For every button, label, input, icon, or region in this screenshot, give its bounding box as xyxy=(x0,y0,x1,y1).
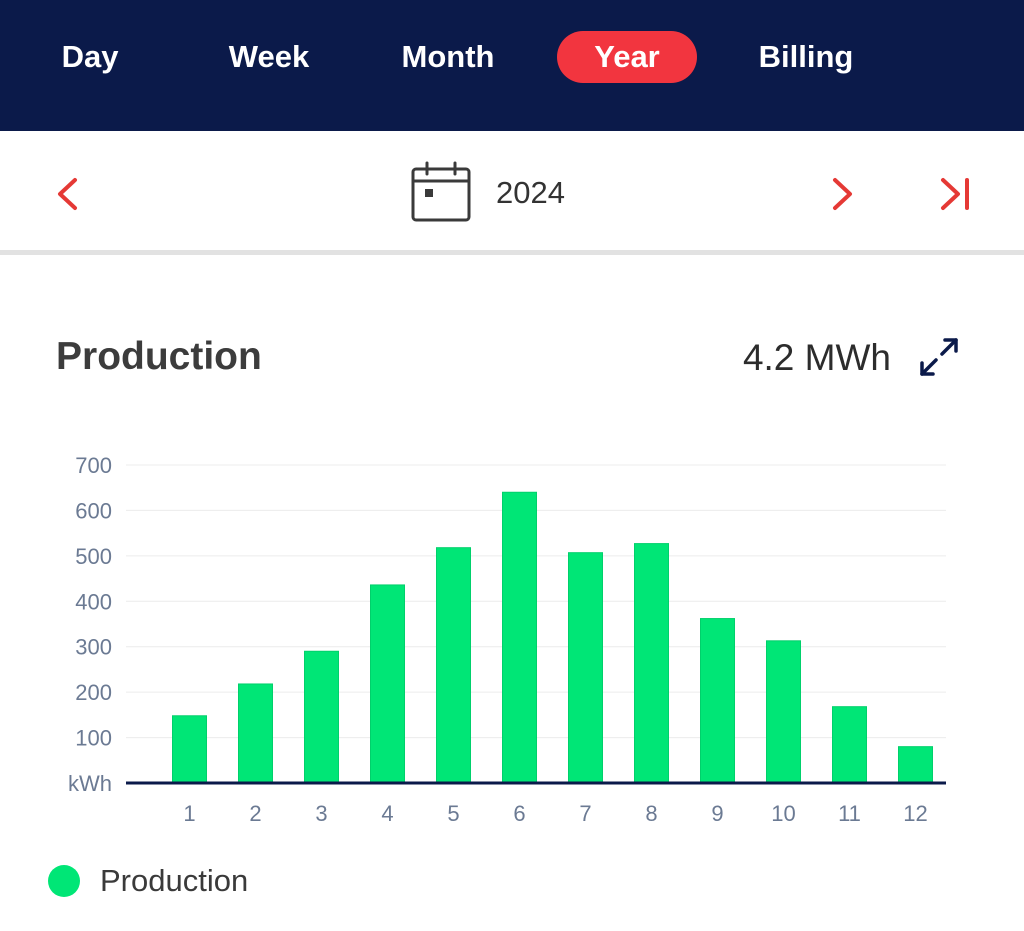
legend-swatch xyxy=(48,865,80,897)
bar-3 xyxy=(304,650,339,784)
chart-legend: Production xyxy=(48,862,248,900)
x-tick-label: 6 xyxy=(513,801,525,826)
tab-billing[interactable]: Billing xyxy=(758,39,854,74)
bar-8 xyxy=(634,543,669,784)
x-tick-label: 9 xyxy=(711,801,723,826)
skip-to-end-icon[interactable] xyxy=(938,177,974,211)
legend-label: Production xyxy=(100,863,249,898)
bar-5 xyxy=(436,547,471,784)
bar-6 xyxy=(502,491,537,784)
x-tick-label: 7 xyxy=(579,801,591,826)
bar-11 xyxy=(832,706,867,784)
bar-2 xyxy=(238,683,273,784)
y-tick-label: 100 xyxy=(75,726,112,751)
bar-7 xyxy=(568,552,603,784)
tab-month[interactable]: Month xyxy=(401,39,495,74)
bar-4 xyxy=(370,584,405,784)
x-tick-label: 10 xyxy=(771,801,795,826)
date-navigator: 2024 xyxy=(0,131,1024,255)
production-total: 4.2 MWh xyxy=(742,337,891,378)
x-tick-label: 12 xyxy=(903,801,927,826)
y-tick-label: 400 xyxy=(75,589,112,614)
tab-year[interactable]: Year xyxy=(557,31,697,83)
x-tick-label: 2 xyxy=(249,801,261,826)
period-tab-bar: Day Week Month Year Billing xyxy=(0,0,1024,131)
y-tick-label: 700 xyxy=(75,453,112,478)
x-tick-label: 8 xyxy=(645,801,657,826)
x-tick-label: 4 xyxy=(381,801,393,826)
x-tick-label: 5 xyxy=(447,801,459,826)
y-tick-label: 300 xyxy=(75,635,112,660)
x-tick-label: 11 xyxy=(838,801,861,826)
y-tick-label: 200 xyxy=(75,680,112,705)
bar-10 xyxy=(766,640,801,784)
bar-12 xyxy=(898,746,933,784)
tab-week[interactable]: Week xyxy=(228,39,310,74)
y-tick-label: 500 xyxy=(75,544,112,569)
card-title: Production xyxy=(56,335,262,378)
expand-icon[interactable] xyxy=(918,336,960,378)
x-tick-label: 1 xyxy=(183,801,195,826)
x-tick-label: 3 xyxy=(315,801,327,826)
chevron-right-icon[interactable] xyxy=(830,177,856,211)
chevron-left-icon[interactable] xyxy=(54,177,80,211)
tab-day[interactable]: Day xyxy=(61,39,119,74)
bar-9 xyxy=(700,618,735,784)
bar-1 xyxy=(172,715,207,784)
y-axis-unit-label: kWh xyxy=(68,771,112,796)
selected-year: 2024 xyxy=(496,175,565,210)
y-tick-label: 600 xyxy=(75,498,112,523)
calendar-icon[interactable] xyxy=(410,161,472,223)
